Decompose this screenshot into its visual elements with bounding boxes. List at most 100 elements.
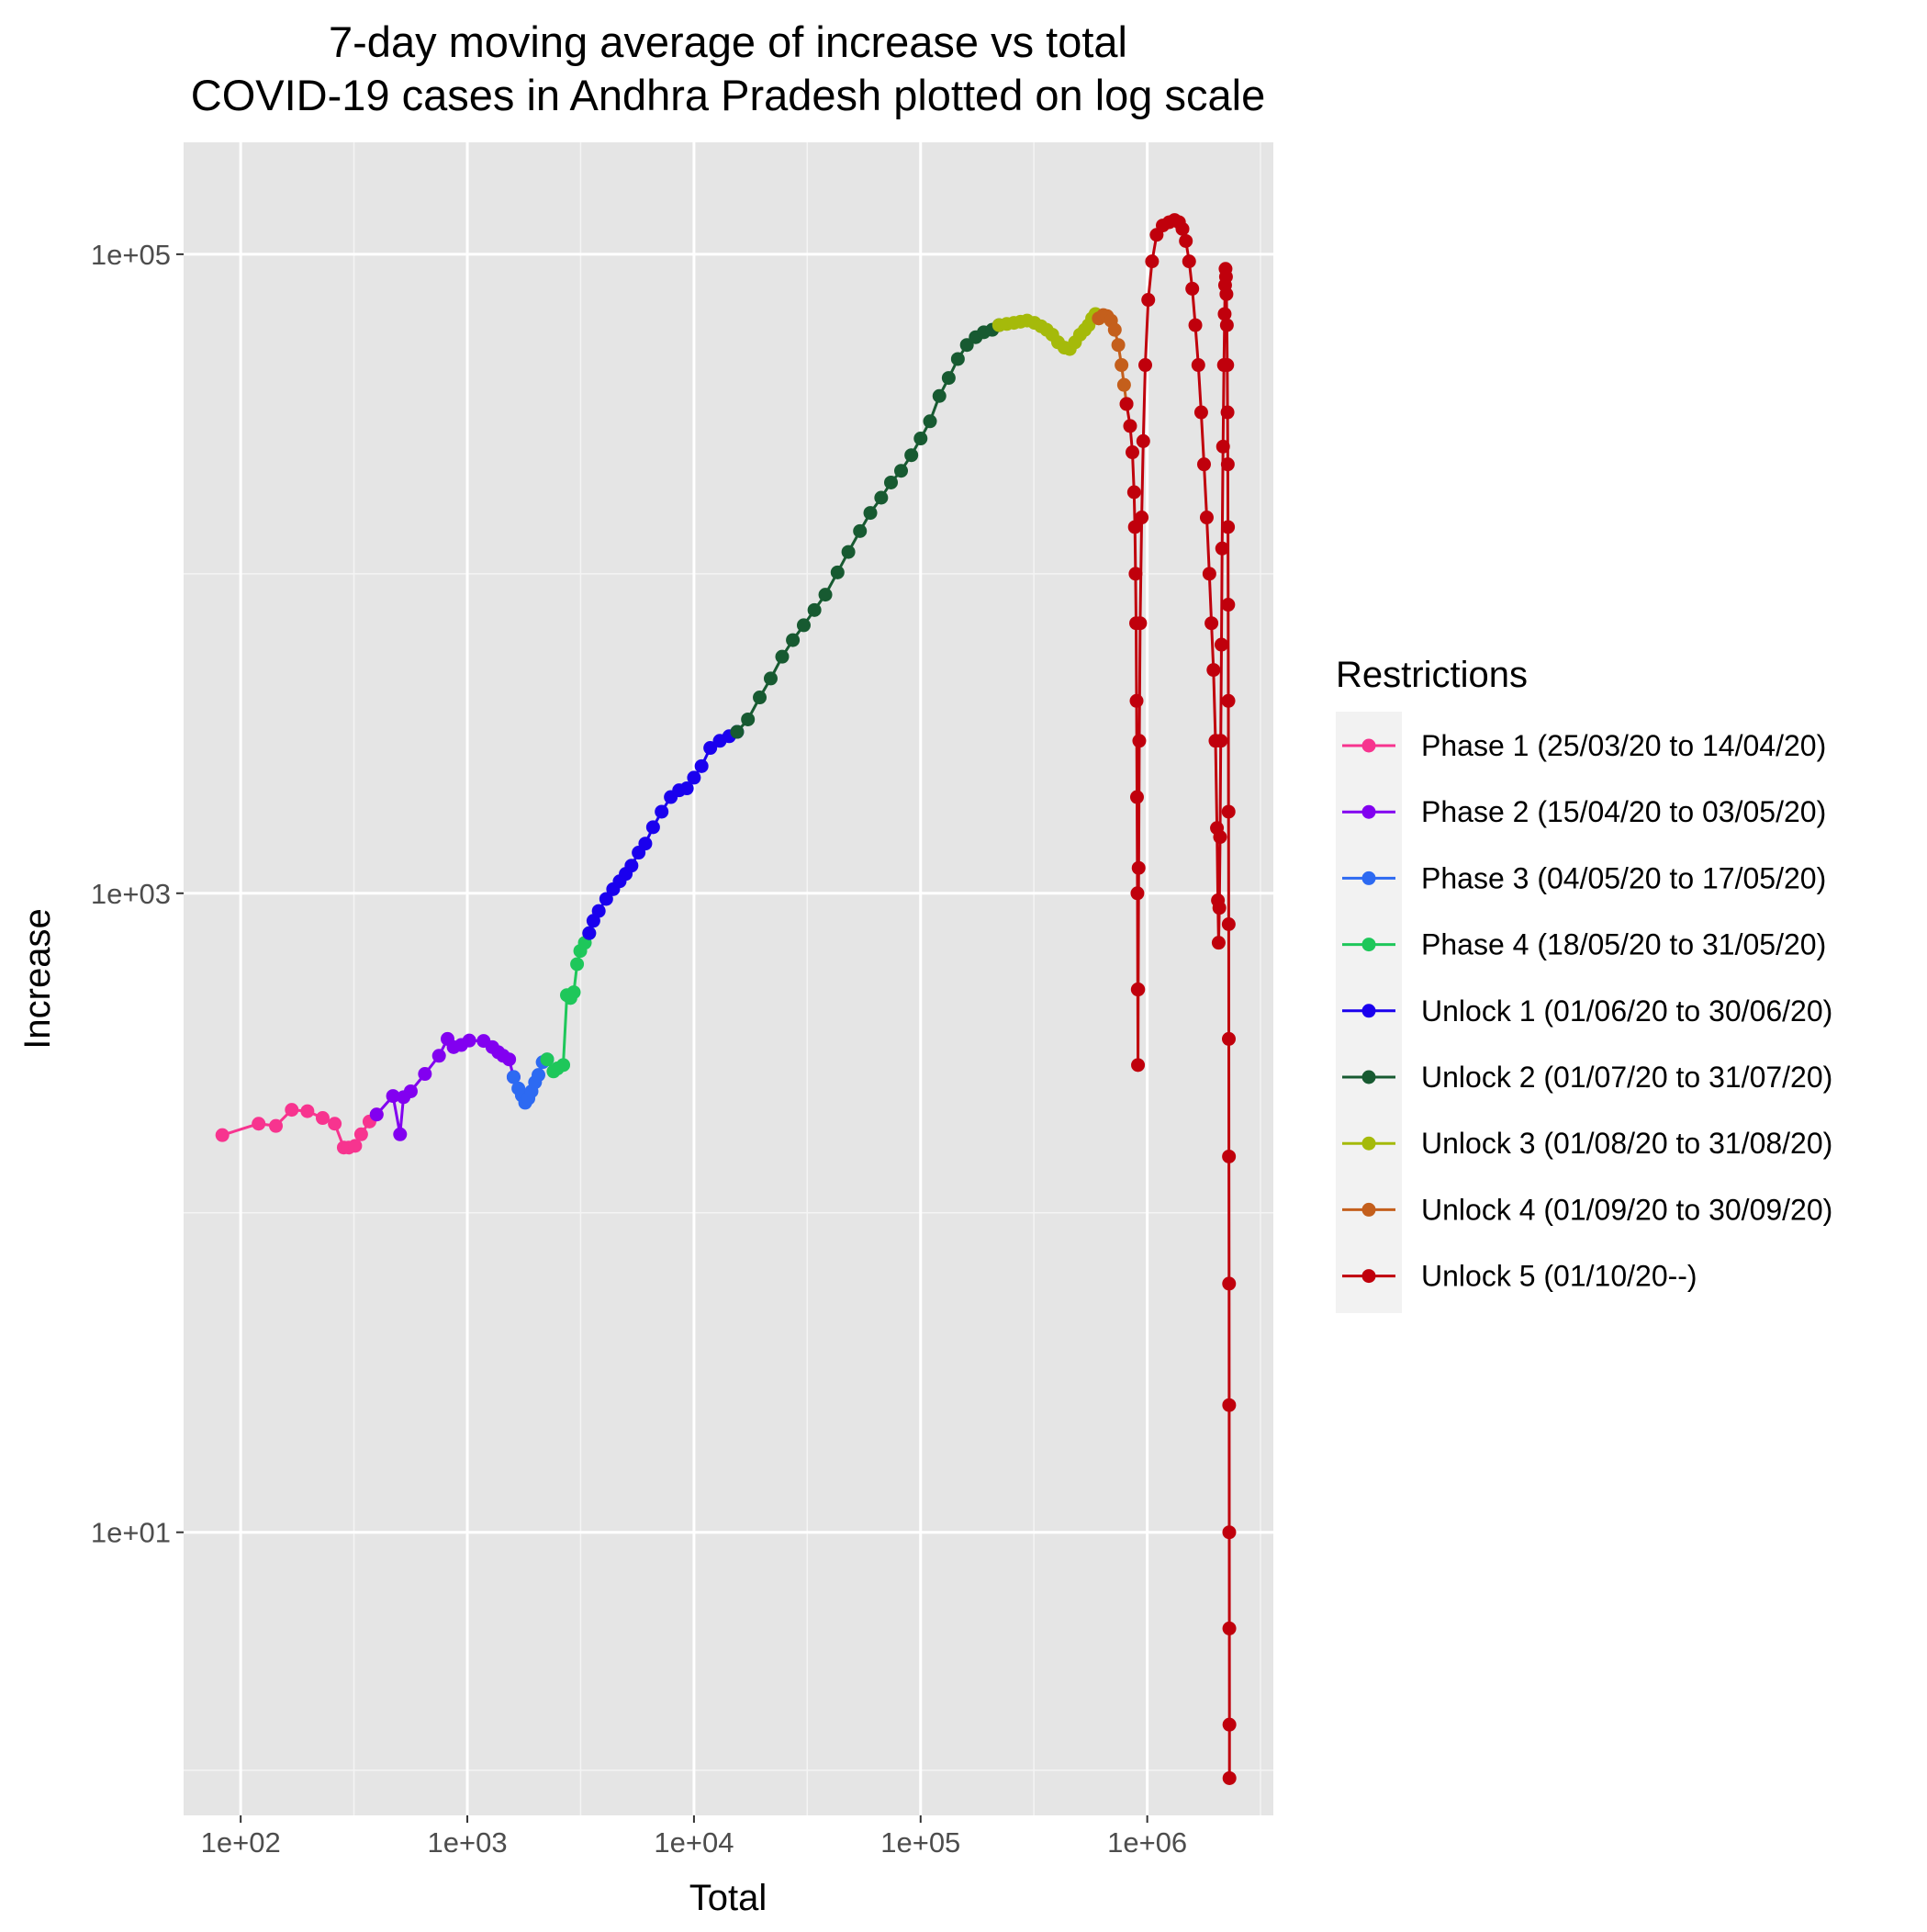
legend-label: Unlock 4 (01/09/20 to 30/09/20) xyxy=(1421,1193,1832,1226)
legend-items: Phase 1 (25/03/20 to 14/04/20) Phase 2 (1… xyxy=(1342,729,1832,1293)
data-point xyxy=(556,1058,571,1073)
legend-label: Phase 3 (04/05/20 to 17/05/20) xyxy=(1421,861,1826,894)
data-point xyxy=(1221,598,1236,612)
data-point xyxy=(462,1033,476,1048)
data-point xyxy=(1218,269,1233,284)
data-point xyxy=(923,414,937,429)
x-axis-title: Total xyxy=(689,1878,767,1918)
data-point xyxy=(1126,485,1141,500)
y-tick-label: 1e+03 xyxy=(91,878,171,910)
legend-label: Unlock 1 (01/06/20 to 30/06/20) xyxy=(1421,994,1832,1028)
data-point xyxy=(1196,457,1211,472)
chart-title-line-2: COVID-19 cases in Andhra Pradesh plotted… xyxy=(191,71,1265,119)
data-point xyxy=(904,448,919,463)
data-point xyxy=(1179,233,1193,248)
data-point xyxy=(532,1068,546,1083)
data-point xyxy=(1222,1398,1237,1412)
data-point xyxy=(591,904,606,918)
x-tick-label: 1e+04 xyxy=(654,1826,734,1859)
data-point xyxy=(1116,377,1131,392)
data-point xyxy=(1133,616,1148,631)
data-point xyxy=(796,618,811,633)
data-point xyxy=(763,671,778,686)
series-layer xyxy=(215,213,1237,1785)
legend-key-dot xyxy=(1361,1004,1376,1018)
series-group-5 xyxy=(730,318,1006,739)
data-point xyxy=(566,985,581,1000)
data-point xyxy=(1125,445,1139,460)
data-point xyxy=(1216,439,1230,454)
data-point xyxy=(1111,338,1126,353)
data-point xyxy=(348,1139,363,1153)
data-point xyxy=(1202,567,1216,581)
data-point xyxy=(1206,663,1221,678)
data-point xyxy=(431,1049,446,1063)
data-point xyxy=(1221,917,1236,932)
data-point xyxy=(1221,804,1236,819)
legend-item: Phase 2 (15/04/20 to 03/05/20) xyxy=(1342,795,1826,828)
legend-label: Unlock 3 (01/08/20 to 31/08/20) xyxy=(1421,1127,1832,1160)
data-point xyxy=(775,649,790,664)
data-point xyxy=(624,859,639,873)
data-point xyxy=(1204,616,1219,631)
data-point xyxy=(1128,567,1143,581)
data-point xyxy=(1115,358,1129,373)
data-point xyxy=(1130,886,1145,901)
data-point xyxy=(638,837,653,851)
data-point xyxy=(679,781,694,796)
data-point xyxy=(1222,1525,1237,1540)
data-point xyxy=(1214,734,1228,748)
data-point xyxy=(730,724,745,739)
data-point xyxy=(1222,1276,1237,1291)
legend-key-dot xyxy=(1361,804,1376,819)
data-point xyxy=(1220,457,1235,472)
legend-key-dot xyxy=(1361,1269,1376,1284)
data-point xyxy=(1107,322,1122,337)
data-point xyxy=(1222,1717,1237,1732)
data-point xyxy=(386,1089,400,1104)
data-point xyxy=(959,338,974,353)
data-point xyxy=(315,1111,330,1126)
data-point xyxy=(1221,1031,1236,1046)
x-tick-label: 1e+02 xyxy=(201,1826,281,1859)
data-point xyxy=(1217,307,1232,321)
grid-minor xyxy=(184,142,1273,1815)
data-point xyxy=(1185,281,1200,296)
data-point xyxy=(932,388,947,403)
data-point xyxy=(1219,286,1234,301)
data-point xyxy=(1199,511,1214,525)
x-axis: 1e+02 1e+03 1e+04 1e+05 1e+06 xyxy=(201,1815,1187,1859)
data-point xyxy=(1221,520,1236,534)
data-point xyxy=(1132,734,1147,748)
data-point xyxy=(393,1127,408,1141)
data-point xyxy=(1119,397,1134,411)
data-point xyxy=(1220,405,1235,420)
data-point xyxy=(1215,541,1229,556)
data-point xyxy=(741,712,756,726)
legend-item: Unlock 1 (01/06/20 to 30/06/20) xyxy=(1342,994,1832,1028)
data-point xyxy=(582,926,597,940)
y-tick-label: 1e+01 xyxy=(91,1517,171,1549)
data-point xyxy=(1123,419,1137,433)
data-point xyxy=(894,464,909,478)
data-point xyxy=(1141,293,1156,308)
data-point xyxy=(1127,520,1142,534)
chart-title-line-1: 7-day moving average of increase vs tota… xyxy=(329,17,1127,66)
legend-item: Unlock 2 (01/07/20 to 31/07/20) xyxy=(1342,1061,1832,1094)
legend-item: Unlock 3 (01/08/20 to 31/08/20) xyxy=(1342,1127,1832,1160)
data-point xyxy=(694,758,709,773)
x-tick-label: 1e+05 xyxy=(880,1826,960,1859)
data-point xyxy=(1131,1058,1146,1073)
data-point xyxy=(1188,318,1203,332)
data-point xyxy=(252,1117,266,1131)
data-point xyxy=(950,352,965,366)
data-point xyxy=(1191,358,1205,373)
legend-label: Unlock 2 (01/07/20 to 31/07/20) xyxy=(1421,1061,1832,1094)
data-point xyxy=(403,1084,418,1098)
data-point xyxy=(841,545,856,559)
data-point xyxy=(1220,358,1235,373)
data-point xyxy=(941,371,956,386)
data-point xyxy=(913,432,928,446)
